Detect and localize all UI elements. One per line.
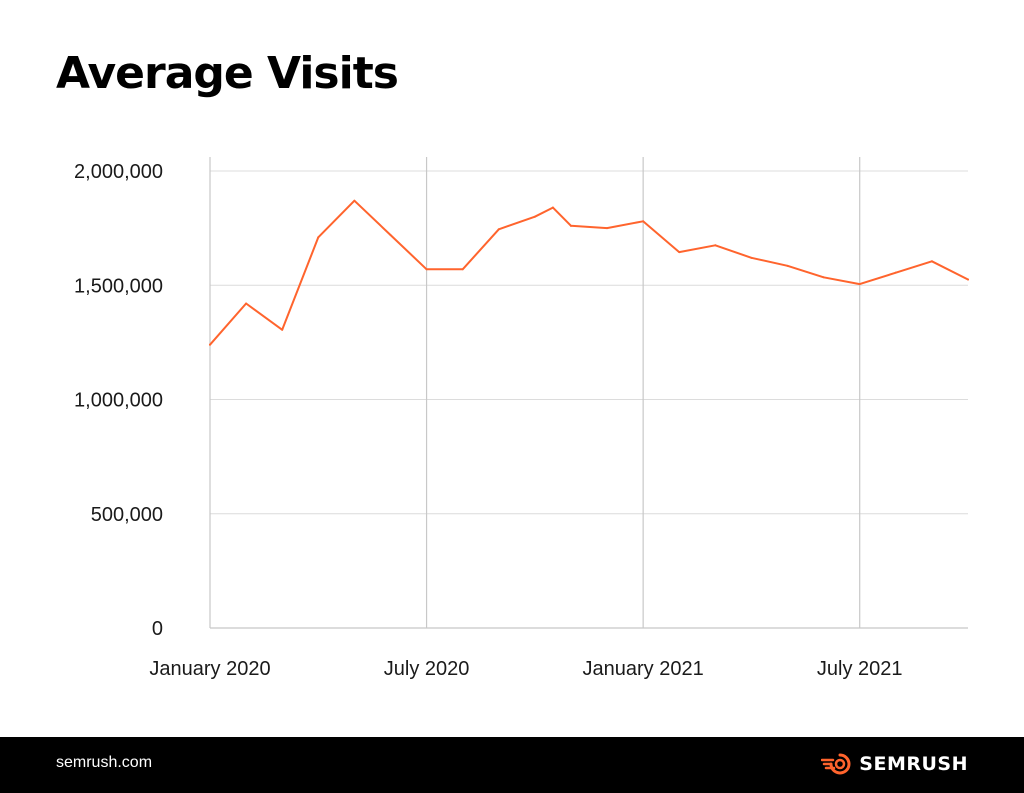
data-point [967,278,969,281]
brand-logo[interactable]: SEMRUSH [821,753,968,775]
data-point [425,268,428,271]
data-point [497,228,500,231]
y-tick-label: 1,500,000 [74,275,163,297]
data-point [786,264,789,267]
data-point [389,233,392,236]
semrush-logo-icon [821,753,851,775]
brand-name: SEMRUSH [859,753,968,775]
x-tick-label: January 2021 [583,658,704,680]
x-tick-label: July 2020 [384,658,470,680]
data-point [642,220,645,223]
x-tick-label: July 2021 [817,658,903,680]
data-point [353,199,356,202]
data-point [317,236,320,239]
data-point [533,215,536,218]
data-point [714,244,717,247]
data-point [858,283,861,286]
gridlines [209,157,968,629]
footer: semrush.com SEMRUSH [0,737,1024,793]
y-tick-label: 2,000,000 [74,161,163,183]
series-line [209,199,969,346]
data-point [606,227,609,230]
data-point [750,256,753,259]
y-axis: 0 500,000 1,000,000 1,500,000 2,000,000 [74,161,163,640]
data-point [822,276,825,279]
data-point [551,206,554,209]
x-axis: January 2020 July 2020 January 2021 July 20… [149,658,902,680]
y-tick-label: 0 [152,618,163,640]
data-point [569,224,572,227]
data-point [209,343,211,346]
y-tick-label: 500,000 [91,504,163,526]
data-point [678,251,681,254]
x-tick-label: January 2020 [149,658,270,680]
data-point [894,271,897,274]
y-tick-label: 1,000,000 [74,390,163,412]
data-point [461,268,464,271]
data-point [245,302,248,305]
data-point [281,328,284,331]
series-layer [209,199,969,346]
line-chart: 0 500,000 1,000,000 1,500,000 2,000,000 Janu… [74,157,969,680]
chart-title: Average Visits [56,48,399,99]
data-point [930,260,933,263]
footer-site-link[interactable]: semrush.com [56,754,153,771]
